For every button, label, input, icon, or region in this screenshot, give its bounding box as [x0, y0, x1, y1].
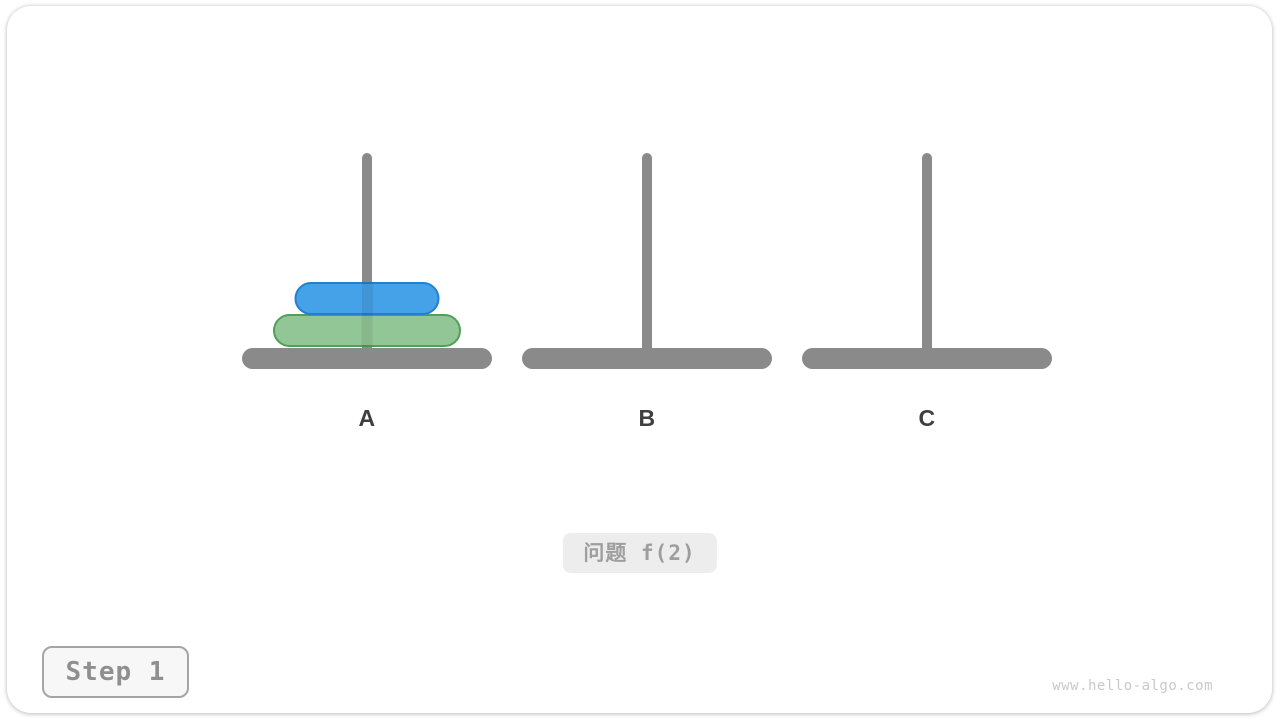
step-indicator-badge: Step 1: [42, 646, 189, 698]
tower-C-label: C: [918, 405, 936, 431]
step-indicator-label: Step 1: [65, 657, 166, 687]
disk-size-1-blue: [294, 282, 440, 315]
hanoi-stage: A B C 问题 f(2) Step 1 www.hello-algo.com: [7, 6, 1272, 713]
tower-C: [802, 153, 1052, 369]
tower-A-label: A: [358, 405, 376, 431]
tower-B: [522, 153, 772, 369]
tower-B-base: [522, 348, 772, 369]
disk-size-2-green: [273, 314, 461, 347]
tower-C-base: [802, 348, 1052, 369]
tower-A-pole: [362, 153, 372, 364]
tower-B-label: B: [638, 405, 656, 431]
diagram-card: A B C 问题 f(2) Step 1 www.hello-algo.com: [7, 6, 1272, 713]
watermark-text: www.hello-algo.com: [1052, 678, 1213, 694]
tower-A-base: [242, 348, 492, 369]
tower-C-pole: [922, 153, 932, 364]
tower-B-pole: [642, 153, 652, 364]
problem-badge: 问题 f(2): [562, 533, 717, 573]
tower-A: [242, 153, 492, 369]
